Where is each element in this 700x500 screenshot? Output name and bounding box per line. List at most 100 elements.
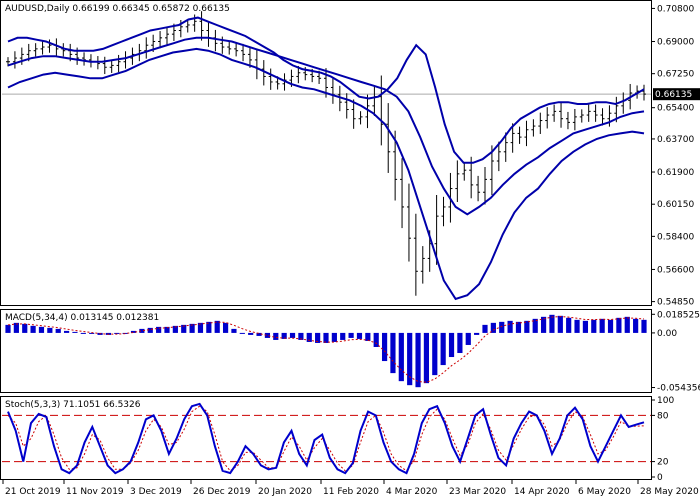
current-price-label: 0.66135 xyxy=(655,90,692,100)
macd-bar xyxy=(407,332,413,386)
macd-bar xyxy=(323,332,329,343)
symbol-title: AUDUSD,Daily 0.66199 0.66345 0.65872 0.6… xyxy=(5,4,230,14)
macd-bar xyxy=(448,332,455,358)
bollinger-bands xyxy=(7,16,645,301)
current-price-tag: 0.66135 xyxy=(653,88,700,101)
stoch-lines xyxy=(7,402,645,475)
macd-bar xyxy=(398,332,404,382)
macd-bar xyxy=(214,320,220,333)
middle-band-line xyxy=(7,36,645,216)
price-y-tick-label: 0.69000 xyxy=(657,38,694,48)
macd-bar xyxy=(281,332,287,339)
macd-bar xyxy=(13,322,19,333)
price-y-tick-label: 0.70800 xyxy=(657,4,694,14)
macd-bar xyxy=(164,326,170,333)
macd-bar xyxy=(365,332,371,341)
macd-bar xyxy=(582,320,589,333)
macd-bar xyxy=(189,323,195,333)
macd-bar xyxy=(38,326,45,333)
stoch-y-tick-label: 80 xyxy=(657,411,669,421)
x-tick-label: 14 Apr 2020 xyxy=(514,487,570,497)
macd-bar xyxy=(599,318,605,333)
macd-bar xyxy=(264,332,271,338)
macd-bar xyxy=(72,331,78,333)
lower-band-line xyxy=(7,47,645,301)
macd-pane-frame xyxy=(0,309,652,393)
price-pane-frame xyxy=(0,0,652,306)
macd-bar xyxy=(130,330,137,333)
macd-bar xyxy=(306,332,312,342)
macd-bar xyxy=(80,332,86,334)
price-y-tick-label: 0.56600 xyxy=(657,265,694,275)
macd-histogram xyxy=(5,314,647,388)
macd-bar xyxy=(415,332,421,388)
stoch-main-line xyxy=(7,402,645,475)
macd-bar xyxy=(557,315,563,333)
macd-bar xyxy=(273,332,279,340)
x-tick-label: 28 May 2020 xyxy=(640,487,699,497)
macd-bar xyxy=(482,324,488,333)
price-bars xyxy=(6,11,646,296)
macd-bar xyxy=(423,332,430,384)
upper-band-line xyxy=(7,16,645,164)
macd-bar xyxy=(381,332,388,362)
stoch-y-tick-label: 20 xyxy=(657,458,669,468)
macd-bar xyxy=(206,321,212,333)
macd-bar xyxy=(231,328,237,333)
price-y-tick-label: 0.58400 xyxy=(657,232,694,242)
macd-bar xyxy=(373,332,379,347)
macd-bar xyxy=(289,332,296,338)
macd-bar xyxy=(540,316,547,333)
macd-bar xyxy=(348,332,354,338)
macd-bar xyxy=(256,332,262,336)
stoch-title: Stoch(5,3,3) 71.1051 66.5326 xyxy=(5,400,141,410)
stoch-y-tick-label: 0 xyxy=(657,473,663,483)
macd-bar xyxy=(5,324,11,333)
macd-bar xyxy=(507,320,513,333)
macd-bar xyxy=(432,332,438,376)
macd-y-axis: 0.018525 0.00 -0.054356 xyxy=(651,310,700,394)
macd-bar xyxy=(356,332,363,339)
macd-bar xyxy=(591,319,597,333)
macd-bar xyxy=(616,317,622,333)
macd-bar xyxy=(574,319,580,333)
macd-bar xyxy=(22,323,28,333)
price-y-tick-label: 0.60150 xyxy=(657,200,694,210)
price-y-tick-label: 0.67250 xyxy=(657,70,694,80)
x-tick-label: 26 Dec 2019 xyxy=(193,487,251,497)
stoch-y-axis: 100 80 20 0 xyxy=(651,396,674,483)
price-y-tick-label: 0.61900 xyxy=(657,168,694,178)
macd-signal-line xyxy=(7,315,645,383)
macd-bar xyxy=(532,318,538,333)
macd-bar xyxy=(633,318,639,333)
macd-bar xyxy=(156,326,162,333)
macd-bar xyxy=(390,332,396,374)
macd-bar xyxy=(172,325,178,333)
x-tick-label: 11 Nov 2019 xyxy=(66,487,124,497)
macd-bar xyxy=(47,327,53,333)
stoch-y-tick-label: 100 xyxy=(657,396,674,406)
x-tick-label: 4 Mar 2020 xyxy=(386,487,438,497)
macd-bar xyxy=(197,322,204,333)
macd-y-tick-label: -0.054356 xyxy=(657,384,700,394)
macd-bar xyxy=(298,332,304,340)
stoch-levels xyxy=(2,414,651,463)
x-tick-label: 21 Oct 2019 xyxy=(5,487,61,497)
macd-bar xyxy=(641,319,647,333)
macd-bar xyxy=(549,314,555,333)
macd-bar xyxy=(239,332,245,334)
macd-bar xyxy=(607,319,614,333)
macd-bar xyxy=(181,324,187,333)
macd-bar xyxy=(248,332,254,335)
macd-bar xyxy=(30,325,36,333)
macd-y-tick-label: 0.00 xyxy=(657,329,677,339)
macd-bar xyxy=(465,332,471,345)
macd-bar xyxy=(457,332,463,354)
macd-bar xyxy=(624,316,630,333)
macd-bar xyxy=(63,330,70,333)
macd-bar xyxy=(55,328,61,333)
macd-bar xyxy=(315,332,321,343)
macd-bar xyxy=(490,322,496,333)
